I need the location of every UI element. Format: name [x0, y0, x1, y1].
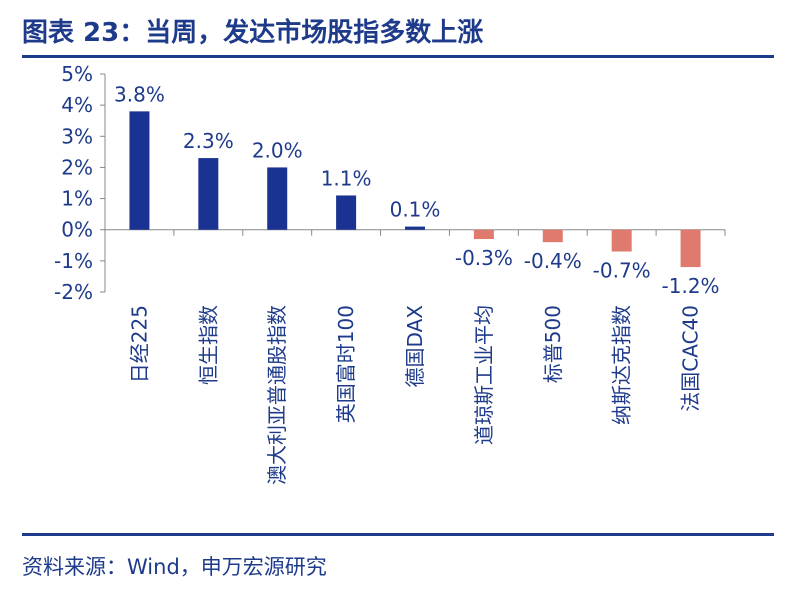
bar [611, 229, 632, 252]
y-tick-label: 4% [61, 93, 93, 117]
category-labels: 日经225 恒生指数 澳大利亚普通股指数 英国富时100 德国DAX 道琼斯工业平均 标普5… [127, 305, 702, 485]
category-label: 日经225 [127, 305, 151, 383]
category-label: 澳大利亚普通股指数 [265, 305, 289, 485]
x-axis [104, 229, 726, 236]
bar-chart: 5%4%3%2%1%0%-1%-2% 3.8%2.3% 2.0%1.1%0.1%-… [54, 62, 726, 485]
data-label: 0.1% [390, 198, 441, 222]
category-label: 纳斯达克指数 [610, 305, 634, 425]
y-axis: 5% 4% 3% 2% 1% 0% -1% -2% [54, 62, 106, 304]
chart-title: 图表 23：当周，发达市场股指多数上涨 [22, 18, 484, 48]
data-label: 3.8% [114, 82, 165, 106]
bar [336, 195, 357, 230]
bar [405, 226, 425, 230]
footer-divider [22, 533, 774, 536]
data-label: -0.3% [455, 246, 513, 270]
data-label: -0.7% [593, 259, 651, 283]
data-label: 2.0% [252, 138, 303, 162]
y-tick-label: 5% [61, 62, 93, 86]
bar [129, 111, 150, 230]
category-label: 法国CAC40 [679, 305, 703, 412]
bars [129, 111, 701, 268]
category-label: 德国DAX [403, 305, 427, 388]
title-divider [22, 55, 774, 58]
category-label: 标普500 [541, 305, 565, 383]
y-tick-label: -2% [54, 280, 93, 304]
data-label: -1.2% [662, 274, 720, 298]
data-labels: 3.8% 2.3% 2.0% 1.1% 0.1% -0.3% -0.4% -0.7% -1.2% [114, 82, 720, 298]
source-note: 资料来源：Wind，申万宏源研究 [22, 555, 327, 579]
category-label: 英国富时100 [334, 305, 358, 423]
y-tick-label: 1% [61, 187, 93, 211]
data-label: 2.3% [183, 129, 234, 153]
category-label: 恒生指数 [196, 305, 220, 385]
y-tick-label: 0% [61, 218, 93, 242]
bar [198, 158, 219, 230]
bar [542, 229, 563, 243]
y-tick-label: 3% [61, 124, 93, 148]
bar [267, 167, 288, 230]
y-tick-label: -1% [54, 249, 93, 273]
data-label: -0.4% [524, 249, 582, 273]
bar [680, 229, 701, 268]
category-label: 道琼斯工业平均 [472, 305, 496, 445]
data-label: 1.1% [321, 166, 372, 190]
y-tick-label: 2% [61, 155, 93, 179]
bar [473, 229, 494, 240]
